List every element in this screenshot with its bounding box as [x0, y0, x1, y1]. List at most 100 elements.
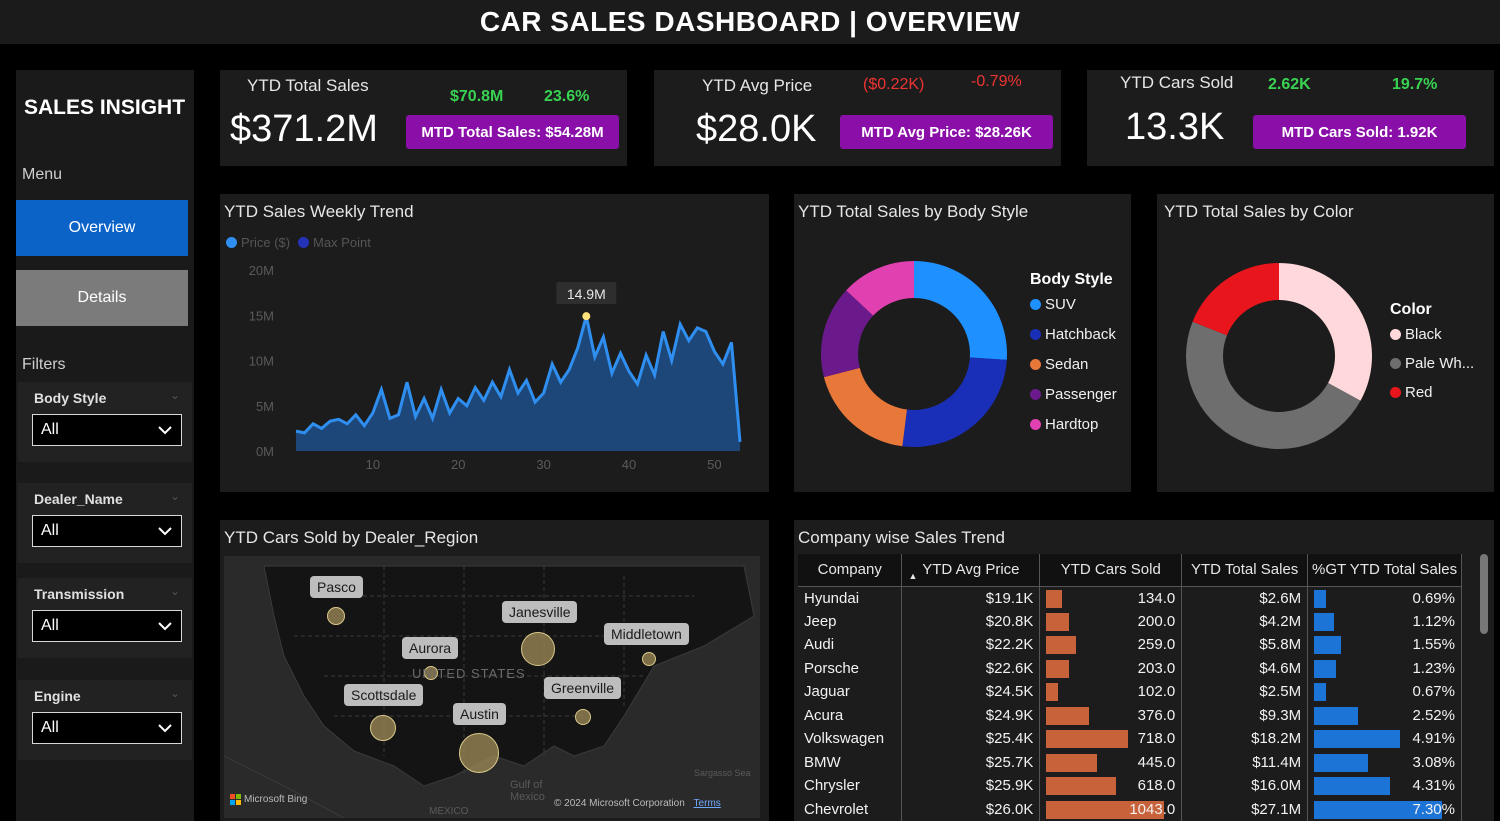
x-tick-label: 30	[536, 457, 550, 472]
donut-slice-red[interactable]	[1192, 263, 1279, 336]
table-row[interactable]: Jeep $20.8K 200.0 $4.2M 1.12%	[798, 609, 1462, 633]
legend-dot	[1390, 358, 1401, 369]
cell-value: 7.30%	[1412, 800, 1455, 818]
column-header-cars-sold[interactable]: YTD Cars Sold	[1039, 554, 1183, 587]
map-bubble-middletown[interactable]	[642, 652, 656, 666]
legend-item-passenger[interactable]: Passenger	[1030, 386, 1117, 403]
table-row[interactable]: Chevrolet $26.0K 1043.0 $27.1M 7.30%	[798, 797, 1462, 821]
terms-link[interactable]: Terms	[693, 798, 721, 809]
nav-details-button[interactable]: Details	[16, 270, 188, 326]
mtd-badge: MTD Total Sales: $54.28M	[406, 115, 619, 149]
nav-overview-button[interactable]: Overview	[16, 200, 188, 256]
cell-pct-total: 4.31%	[1307, 774, 1462, 798]
donut-slice-passenger[interactable]	[821, 290, 874, 378]
header-text: YTD Avg Price	[922, 561, 1020, 579]
color-donut[interactable]	[1179, 256, 1379, 456]
cell-cars-sold: 445.0	[1039, 750, 1183, 774]
cell-company: Volkswagen	[798, 727, 903, 751]
legend-price[interactable]: Price ($)	[226, 235, 290, 250]
cell-total-sales: $11.4M	[1181, 750, 1309, 774]
column-header-avg-price[interactable]: ▲ YTD Avg Price	[901, 554, 1041, 587]
cell-total-sales: $27.1M	[1181, 797, 1309, 821]
kpi-value: 13.3K	[1125, 106, 1225, 148]
column-header-pct-total[interactable]: %GT YTD Total Sales	[1307, 554, 1462, 587]
body-style-donut[interactable]	[814, 254, 1014, 454]
y-tick-label: 15M	[249, 308, 274, 323]
table-row[interactable]: Jaguar $24.5K 102.0 $2.5M 0.67%	[798, 680, 1462, 704]
legend-item-hatchback[interactable]: Hatchback	[1030, 326, 1116, 343]
cell-company: Audi	[798, 633, 903, 657]
table-row[interactable]: Acura $24.9K 376.0 $9.3M 2.52%	[798, 703, 1462, 727]
donut-slice-black[interactable]	[1279, 263, 1372, 401]
legend-item-black[interactable]: Black	[1390, 326, 1442, 343]
table-row[interactable]: Audi $22.2K 259.0 $5.8M 1.55%	[798, 633, 1462, 657]
data-bar	[1046, 730, 1128, 748]
bing-label: Microsoft Bing	[244, 794, 308, 805]
map-bubble-janesville[interactable]	[521, 632, 555, 666]
legend-title: Body Style	[1030, 271, 1113, 288]
legend-max-point[interactable]: Max Point	[298, 235, 371, 250]
kpi-label: YTD Total Sales	[247, 76, 369, 95]
map-bubble-austin[interactable]	[459, 733, 499, 773]
map-bubble-scottsdale[interactable]	[370, 715, 396, 741]
donut-slice-pale-wh-[interactable]	[1186, 321, 1361, 450]
city-label-middletown: Middletown	[604, 623, 689, 645]
bing-logo: Microsoft Bing	[230, 794, 307, 805]
map-bubble-pasco[interactable]	[327, 607, 345, 625]
weekly-trend-chart[interactable]: 20M 15M 10M 5M 0M 10 20 30 40 50 14.9M	[220, 194, 769, 492]
map-bubble-aurora[interactable]	[424, 666, 438, 680]
dealer-name-dropdown[interactable]: All	[32, 515, 182, 547]
data-bar	[1314, 800, 1443, 819]
legend-text: Hatchback	[1045, 326, 1116, 343]
cell-value: 376.0	[1137, 706, 1176, 724]
cell-value: 1.55%	[1412, 636, 1455, 654]
chevron-down-icon[interactable]: ⌄	[169, 686, 180, 700]
table-row[interactable]: Porsche $22.6K 203.0 $4.6M 1.23%	[798, 656, 1462, 680]
max-point-marker[interactable]	[582, 312, 591, 321]
transmission-dropdown[interactable]: All	[32, 610, 182, 642]
max-point-label: 14.9M	[567, 286, 606, 302]
legend-item-sedan[interactable]: Sedan	[1030, 356, 1088, 373]
donut-slice-hardtop[interactable]	[846, 261, 914, 316]
city-label-aurora: Aurora	[402, 637, 459, 659]
donut-slice-sedan[interactable]	[823, 367, 907, 447]
brand-title: SALES INSIGHT	[24, 96, 186, 119]
city-label-austin: Austin	[453, 703, 506, 725]
legend-item-suv[interactable]: SUV	[1030, 296, 1076, 313]
cell-avg-price: $24.5K	[901, 680, 1041, 704]
cell-company: Hyundai	[798, 586, 903, 610]
cell-company: BMW	[798, 750, 903, 774]
body-style-dropdown[interactable]: All	[32, 414, 182, 446]
kpi-change-abs: ($0.22K)	[863, 76, 925, 93]
table-scrollbar[interactable]	[1480, 554, 1488, 634]
legend-title: Color	[1390, 301, 1432, 318]
cell-cars-sold: 203.0	[1039, 656, 1183, 680]
dealer-region-map-card: YTD Cars Sold by Dealer_Region Pasco Jan…	[220, 520, 769, 821]
donut-slice-hatchback[interactable]	[902, 357, 1007, 447]
legend-item-pale-wh-[interactable]: Pale Wh...	[1390, 355, 1474, 372]
legend-text: Red	[1405, 384, 1433, 401]
map-canvas[interactable]: Pasco Janesville Middletown Aurora Scott…	[224, 556, 760, 818]
table-row[interactable]: Chrysler $25.9K 618.0 $16.0M 4.31%	[798, 774, 1462, 798]
column-header-total-sales[interactable]: YTD Total Sales	[1181, 554, 1309, 587]
chevron-down-icon[interactable]: ⌄	[169, 489, 180, 503]
y-tick-label: 20M	[249, 263, 274, 278]
chevron-down-icon[interactable]: ⌄	[169, 584, 180, 598]
cell-company: Jeep	[798, 609, 903, 633]
legend-item-hardtop[interactable]: Hardtop	[1030, 416, 1098, 433]
cell-pct-total: 7.30%	[1307, 797, 1462, 821]
table-row[interactable]: BMW $25.7K 445.0 $11.4M 3.08%	[798, 750, 1462, 774]
engine-dropdown[interactable]: All	[32, 712, 182, 744]
weekly-trend-card: YTD Sales Weekly Trend Price ($) Max Poi…	[220, 194, 769, 492]
data-bar	[1046, 800, 1165, 819]
map-bubble-greenville[interactable]	[575, 709, 591, 725]
legend-item-red[interactable]: Red	[1390, 384, 1433, 401]
y-tick-label: 10M	[249, 354, 274, 369]
donut-slice-suv[interactable]	[914, 261, 1007, 360]
table-row[interactable]: Volkswagen $25.4K 718.0 $18.2M 4.91%	[798, 727, 1462, 751]
chevron-down-icon[interactable]: ⌄	[169, 388, 180, 402]
table-row[interactable]: Hyundai $19.1K 134.0 $2.6M 0.69%	[798, 586, 1462, 610]
column-header-company[interactable]: Company	[798, 554, 903, 587]
cell-value: 102.0	[1137, 683, 1176, 701]
legend-text: Price ($)	[241, 235, 291, 250]
